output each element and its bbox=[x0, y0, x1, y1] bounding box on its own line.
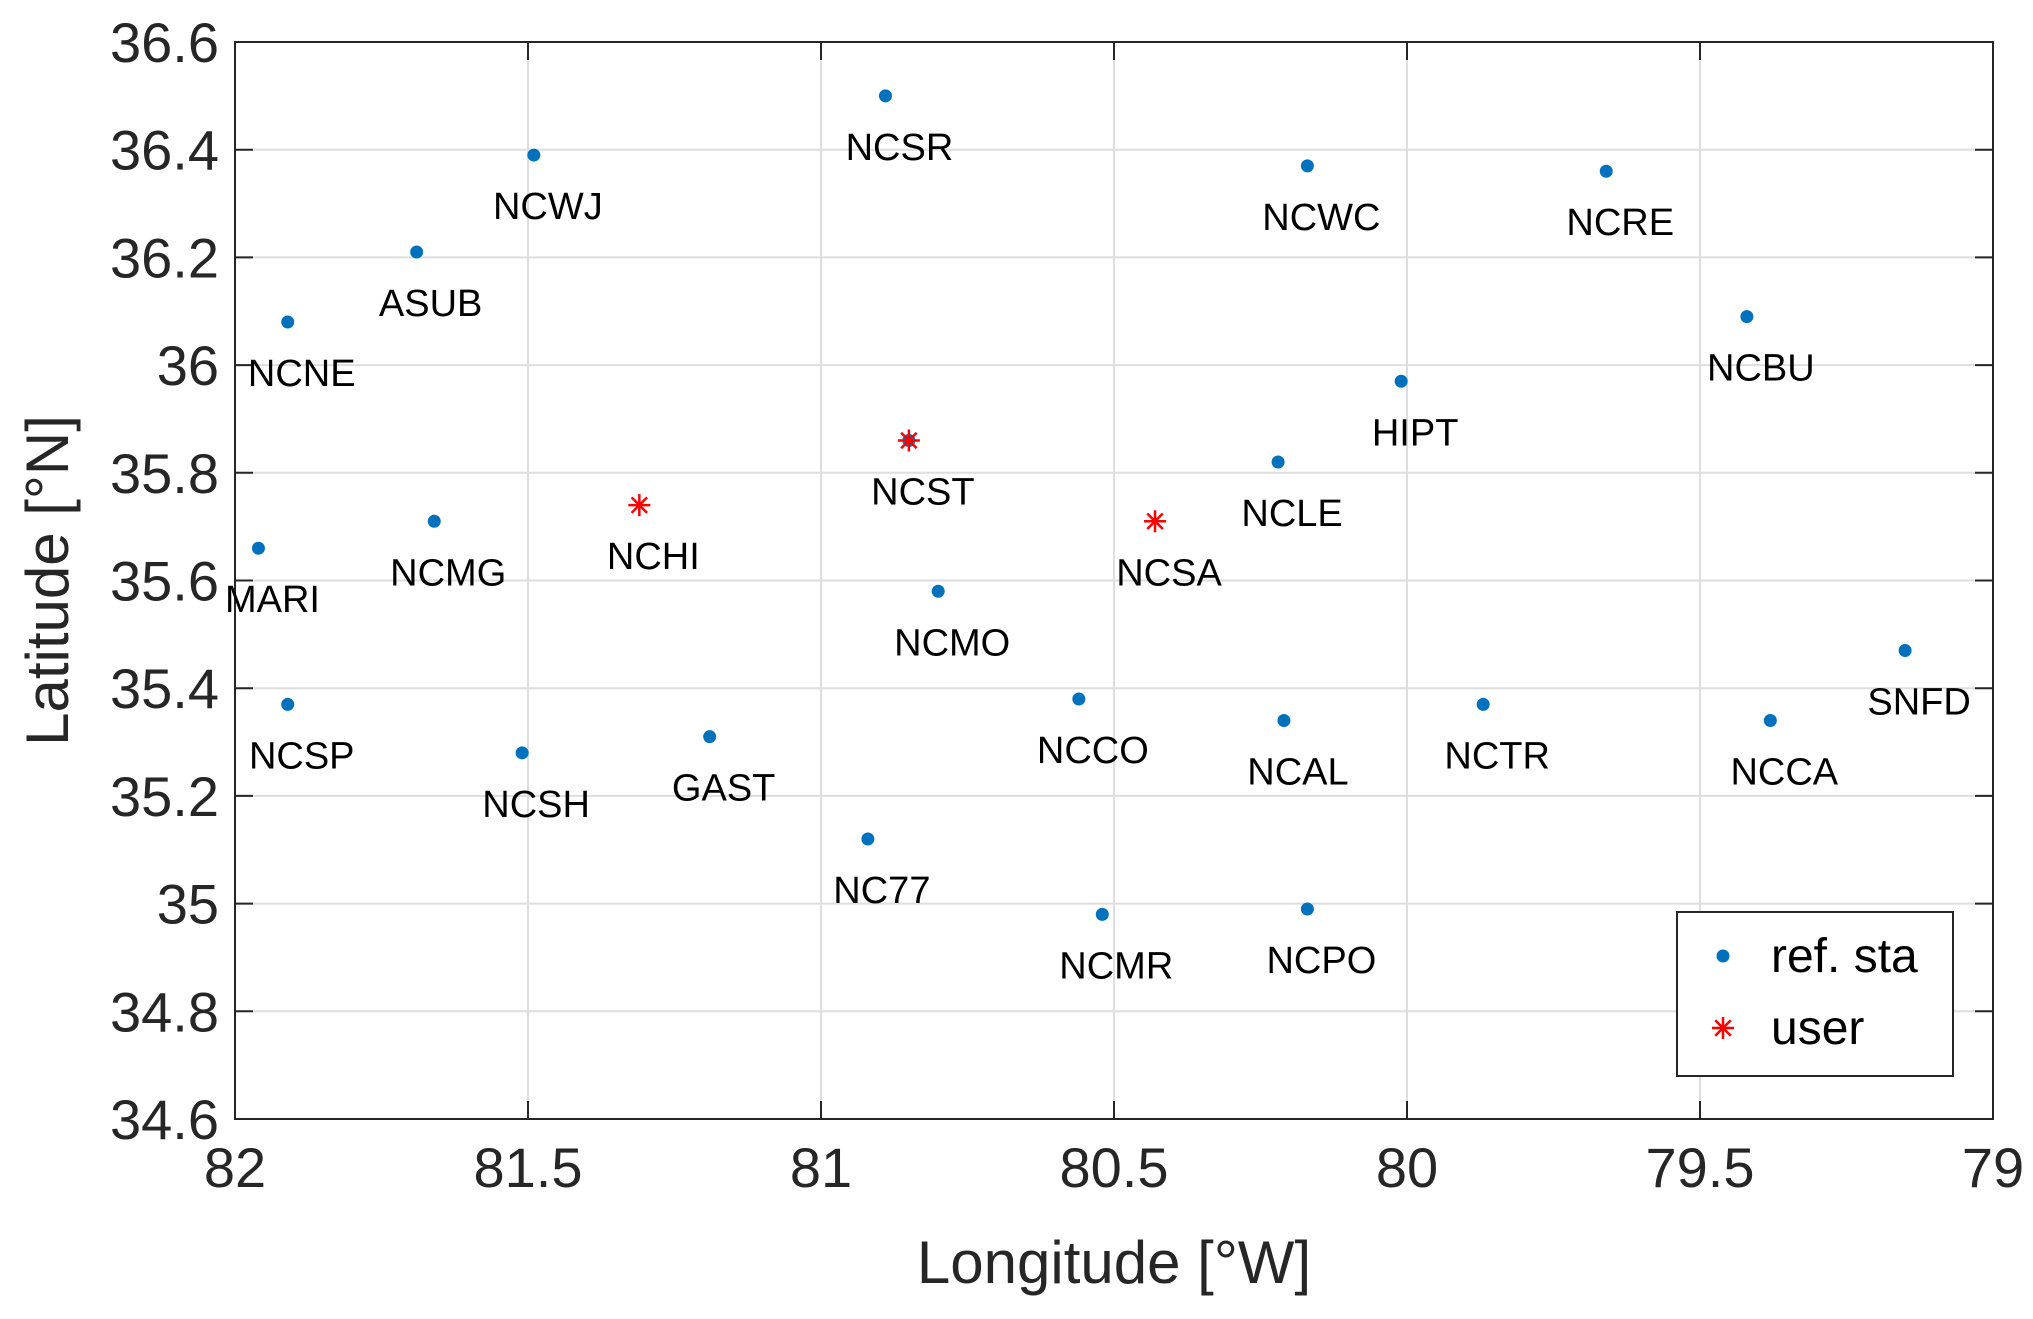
station-label: NCTR bbox=[1444, 735, 1550, 777]
ref-station-point bbox=[410, 245, 424, 259]
station-label: ASUB bbox=[379, 283, 482, 325]
station-label: GAST bbox=[672, 768, 775, 810]
station-label: NCMG bbox=[390, 552, 506, 594]
station-label: HIPT bbox=[1372, 412, 1459, 454]
plot-area-frame bbox=[234, 41, 1994, 1120]
y-tick-label: 36.6 bbox=[110, 11, 219, 74]
y-tick-label: 34.6 bbox=[110, 1088, 219, 1151]
ref-station-point bbox=[703, 730, 717, 744]
station-label: NCWJ bbox=[493, 186, 603, 228]
x-tick-label: 81 bbox=[790, 1136, 852, 1199]
y-tick-label: 36 bbox=[157, 334, 219, 397]
station-label: NCWC bbox=[1262, 197, 1380, 239]
ref-station-point bbox=[931, 584, 945, 598]
station-label: NCMO bbox=[894, 622, 1010, 664]
legend-box bbox=[1676, 911, 1954, 1077]
station-label: NCHI bbox=[607, 536, 700, 578]
ref-station-point bbox=[515, 746, 529, 760]
ref-station-point bbox=[1476, 697, 1490, 711]
ref-station-point bbox=[1095, 907, 1109, 921]
station-label: NCSA bbox=[1116, 552, 1222, 594]
station-label: NCRE bbox=[1566, 202, 1674, 244]
ref-station-point bbox=[878, 89, 892, 103]
station-label: NCAL bbox=[1247, 752, 1348, 794]
y-tick-label: 35.2 bbox=[110, 765, 219, 828]
y-tick-label: 34.8 bbox=[110, 980, 219, 1043]
ref-station-point bbox=[1394, 374, 1408, 388]
x-tick-label: 79.5 bbox=[1646, 1136, 1755, 1199]
asterisk-stroke bbox=[1146, 512, 1164, 530]
ref-station-point bbox=[1271, 455, 1285, 469]
x-tick-label: 80 bbox=[1376, 1136, 1438, 1199]
legend-entry: ref. sta bbox=[1771, 930, 1918, 983]
station-label: SNFD bbox=[1867, 682, 1970, 724]
y-tick-label: 36.4 bbox=[110, 119, 219, 182]
station-label: NCSP bbox=[249, 735, 355, 777]
legend-dot-marker bbox=[1716, 949, 1730, 963]
y-axis-title: Latitude [°N] bbox=[14, 415, 81, 746]
station-label: NCNE bbox=[248, 353, 356, 395]
y-tick-label: 35.4 bbox=[110, 657, 219, 720]
ref-station-point bbox=[1763, 714, 1777, 728]
station-label: NCCO bbox=[1037, 730, 1149, 772]
ref-station-point bbox=[281, 697, 295, 711]
user-point bbox=[628, 494, 651, 517]
y-axis-ticks: 34.6 34.8 35 35.2 35.4 35.6 35.8 36 36.2 36.4 36.6 bbox=[110, 11, 1993, 1151]
ref-station-point bbox=[527, 148, 541, 162]
ref-station-point bbox=[1300, 159, 1314, 173]
ref-station-point bbox=[251, 541, 265, 555]
y-tick-label: 35.6 bbox=[110, 550, 219, 613]
station-label: NCPO bbox=[1266, 940, 1376, 982]
station-label: NC77 bbox=[833, 870, 930, 912]
asterisk-stroke bbox=[630, 496, 649, 514]
legend-entry: user bbox=[1771, 1002, 1864, 1055]
y-tick-label: 36.2 bbox=[110, 226, 219, 289]
x-tick-label: 81.5 bbox=[474, 1136, 583, 1199]
ref-station-point bbox=[1740, 310, 1754, 324]
x-axis-title: Longitude [°W] bbox=[917, 1229, 1311, 1296]
ref-station-point bbox=[1277, 714, 1291, 728]
legend: ref. sta user bbox=[1676, 911, 1954, 1077]
station-label: NCLE bbox=[1241, 493, 1342, 535]
ref-station-point bbox=[281, 315, 295, 329]
station-label: NCBU bbox=[1707, 348, 1815, 390]
legend-asterisk-marker bbox=[1712, 1017, 1734, 1039]
asterisk-stroke bbox=[1714, 1019, 1732, 1037]
x-tick-label: 79 bbox=[1962, 1136, 2024, 1199]
data-points: NCSR NCWJ ASUB NCNE NCWC NCRE NCBU HIPT NCLE NCST… bbox=[225, 89, 1971, 987]
station-label: NCMR bbox=[1059, 945, 1173, 987]
asterisk-stroke bbox=[900, 431, 918, 450]
x-tick-label: 80.5 bbox=[1060, 1136, 1169, 1199]
station-label: NCCA bbox=[1730, 752, 1838, 794]
station-label: NCSH bbox=[482, 784, 590, 826]
ref-station-point bbox=[1300, 902, 1314, 916]
station-label: NCSR bbox=[846, 127, 954, 169]
station-label: MARI bbox=[225, 579, 320, 621]
ref-station-point bbox=[427, 514, 441, 528]
ref-station-point bbox=[1898, 644, 1912, 658]
ref-station-point bbox=[1599, 164, 1613, 178]
y-tick-label: 35 bbox=[157, 873, 219, 936]
ref-station-point bbox=[1072, 692, 1086, 706]
user-point bbox=[897, 429, 920, 452]
x-axis-ticks: 82 81.5 81 80.5 80 79.5 79 bbox=[204, 42, 2024, 1199]
y-tick-label: 35.8 bbox=[110, 442, 219, 505]
user-point bbox=[1144, 510, 1167, 533]
ref-station-point bbox=[861, 832, 875, 846]
x-tick-label: 82 bbox=[204, 1136, 266, 1199]
station-label: NCST bbox=[871, 471, 974, 513]
